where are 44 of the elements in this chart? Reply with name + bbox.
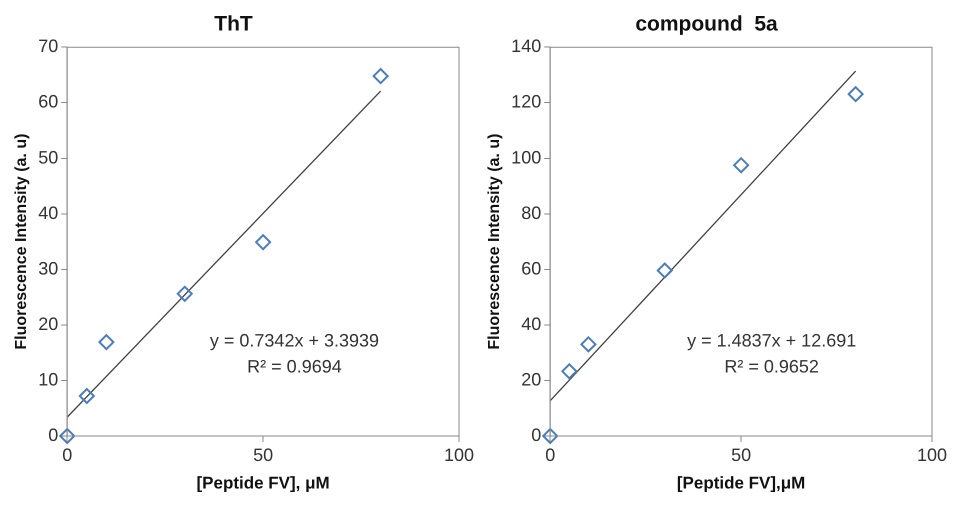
point [372,68,389,84]
point [542,428,558,444]
y-tick-label: 20 [38,314,58,334]
y-tick-label: 0 [48,424,58,445]
x-axis-title: [Peptide FV],μM [676,473,806,492]
y-tick-label: 10 [38,369,58,390]
annotation: R² = 0.9694 [247,356,342,377]
y-tick-label: 60 [38,92,58,112]
point [561,363,578,380]
chart-title: ThT [214,12,253,36]
point [78,388,95,404]
y-tick-label: 80 [521,202,542,223]
point [848,86,864,102]
y-tick-label: 40 [38,202,58,223]
point [733,157,750,174]
point [656,262,673,278]
chart-title: compound 5a [635,12,778,36]
y-tick-label: 30 [38,258,58,278]
x-tick-label: 0 [62,444,72,465]
x-tick-label: 50 [731,444,752,465]
annotation: y = 0.7342x + 3.3939 [210,330,380,351]
x-tick-label: 0 [545,444,556,465]
x-tick-label: 100 [916,444,948,465]
y-tick-label: 40 [521,314,542,334]
y-tick-label: 120 [511,92,542,112]
x-tick-label: 100 [444,444,474,465]
point [98,334,114,350]
point [580,336,596,352]
y-axis-title: Fluorescence Intensity (a. u) [13,134,30,350]
y-tick-label: 0 [531,424,542,445]
point [176,286,193,302]
y-axis-title: Fluorescence Intensity (a. u) [486,134,504,350]
y-tick-label: 20 [521,369,542,390]
y-tick-label: 70 [38,36,58,56]
y-tick-label: 140 [511,36,542,56]
y-tick-label: 100 [511,147,542,168]
point [59,428,76,444]
x-tick-label: 50 [253,444,274,465]
y-tick-label: 50 [38,147,58,168]
annotation: y = 1.4837x + 12.691 [687,330,856,351]
point [255,234,272,250]
annotation: R² = 0.9652 [724,356,819,377]
y-tick-label: 60 [521,258,542,278]
x-axis-title: [Peptide FV], μM [196,473,330,492]
